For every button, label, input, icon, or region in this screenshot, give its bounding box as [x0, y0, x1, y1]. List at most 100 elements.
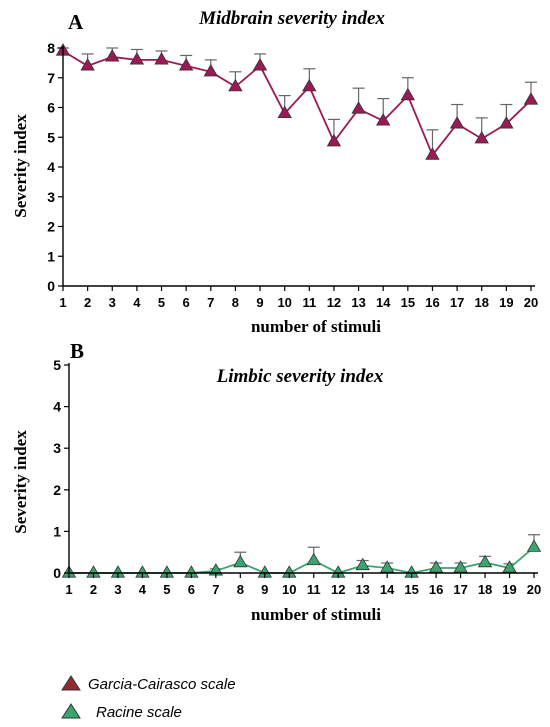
a-y-tick-label: 8 [47, 40, 55, 56]
panel-b-label: B [70, 339, 84, 363]
a-data-point [129, 52, 145, 65]
a-x-tick-label: 15 [401, 295, 415, 310]
b-x-tick-label: 2 [90, 582, 97, 597]
b-x-tick-label: 6 [188, 582, 195, 597]
b-data-point [355, 557, 370, 571]
b-x-tick-label: 19 [502, 582, 516, 597]
b-x-tick-label: 8 [237, 582, 244, 597]
a-series-line [62, 50, 532, 157]
a-data-point [376, 113, 391, 126]
a-x-tick-label: 6 [183, 295, 190, 310]
panel-b-y-axis-label: Severity index [11, 430, 30, 534]
legend-label-garcia-cairasco: Garcia-Cairasco scale [88, 676, 236, 693]
a-data-point [351, 101, 366, 114]
a-x-tick-label: 19 [499, 295, 513, 310]
a-y-tick-label: 6 [47, 100, 55, 116]
b-data-point [233, 554, 248, 568]
legend-label-racine: Racine scale [96, 704, 182, 721]
a-data-point [523, 92, 539, 105]
b-x-tick-label: 15 [404, 582, 418, 597]
legend-item-racine: Racine scale [61, 703, 182, 721]
a-x-tick-label: 2 [84, 295, 91, 310]
a-x-tick-label: 12 [327, 295, 341, 310]
panel-a-y-axis-label: Severity index [11, 114, 30, 218]
a-x-tick-label: 17 [450, 295, 464, 310]
panel-a-chart: A Midbrain severity index Severity index… [11, 8, 538, 336]
a-data-point [154, 52, 169, 65]
panel-a-label: A [68, 10, 84, 34]
a-data-point [499, 116, 514, 129]
b-y-tick-label: 4 [53, 399, 61, 415]
panel-a-x-axis-label: number of stimuli [251, 317, 381, 336]
a-x-tick-label: 16 [425, 295, 439, 310]
panel-b-title: Limbic severity index [216, 366, 384, 387]
b-x-tick-label: 18 [478, 582, 492, 597]
b-data-point [526, 539, 542, 552]
b-x-tick-label: 16 [429, 582, 443, 597]
a-x-tick-label: 8 [232, 295, 239, 310]
a-y-tick-label: 1 [47, 248, 55, 264]
a-x-tick-label: 18 [475, 295, 489, 310]
b-data-point [453, 560, 468, 573]
a-x-tick-label: 11 [302, 295, 316, 310]
a-y-tick-label: 2 [47, 219, 55, 235]
a-x-tick-label: 1 [59, 295, 66, 310]
b-x-tick-label: 14 [380, 582, 395, 597]
b-x-tick-label: 7 [212, 582, 219, 597]
panel-b-chart: B Limbic severity index Severity index n… [11, 339, 541, 624]
b-x-tick-label: 1 [65, 582, 72, 597]
b-x-tick-label: 9 [261, 582, 268, 597]
b-y-tick-label: 3 [53, 440, 61, 456]
a-data-point [326, 133, 342, 147]
a-data-point [425, 147, 440, 160]
b-data-point [502, 560, 517, 573]
a-data-point [474, 130, 489, 144]
a-x-tick-label: 4 [133, 295, 141, 310]
b-data-point [379, 560, 395, 573]
b-x-tick-label: 3 [114, 582, 121, 597]
b-y-tick-label: 0 [53, 565, 61, 581]
a-data-point [228, 78, 243, 92]
a-data-point [277, 105, 292, 119]
a-x-tick-label: 5 [158, 295, 165, 310]
a-y-tick-label: 4 [47, 159, 55, 175]
legend: Garcia-Cairasco scale Racine scale [61, 675, 236, 721]
a-x-tick-label: 20 [524, 295, 538, 310]
a-x-tick-label: 13 [351, 295, 365, 310]
panel-a-title: Midbrain severity index [198, 8, 385, 29]
b-x-tick-label: 13 [355, 582, 369, 597]
a-x-tick-label: 10 [277, 295, 291, 310]
b-x-tick-label: 5 [163, 582, 170, 597]
a-data-point [80, 58, 95, 71]
a-data-point [178, 58, 194, 71]
a-y-tick-label: 3 [47, 189, 55, 205]
a-x-tick-label: 3 [109, 295, 116, 310]
triangle-icon [61, 675, 81, 691]
b-x-tick-label: 4 [139, 582, 147, 597]
panel-b-x-axis-label: number of stimuli [251, 605, 381, 624]
a-data-point [252, 58, 268, 71]
b-data-point [428, 560, 444, 573]
b-data-point [477, 554, 493, 568]
b-x-tick-label: 20 [527, 582, 541, 597]
b-x-tick-label: 12 [331, 582, 345, 597]
a-y-tick-label: 7 [47, 70, 55, 86]
b-x-tick-label: 11 [307, 582, 321, 597]
a-x-tick-label: 7 [207, 295, 214, 310]
b-y-tick-label: 5 [53, 357, 61, 373]
b-data-point [306, 552, 321, 566]
a-data-point [302, 78, 317, 92]
b-x-tick-label: 17 [453, 582, 467, 597]
legend-item-garcia-cairasco: Garcia-Cairasco scale [61, 675, 236, 693]
b-y-tick-label: 1 [53, 523, 61, 539]
a-data-point [400, 87, 416, 101]
a-x-tick-label: 9 [256, 295, 263, 310]
a-y-tick-label: 0 [47, 278, 55, 294]
a-data-point [449, 116, 465, 129]
a-y-tick-label: 5 [47, 129, 55, 145]
b-y-tick-label: 2 [53, 482, 61, 498]
b-x-tick-label: 10 [282, 582, 296, 597]
a-data-point [105, 49, 120, 62]
a-x-tick-label: 14 [376, 295, 391, 310]
